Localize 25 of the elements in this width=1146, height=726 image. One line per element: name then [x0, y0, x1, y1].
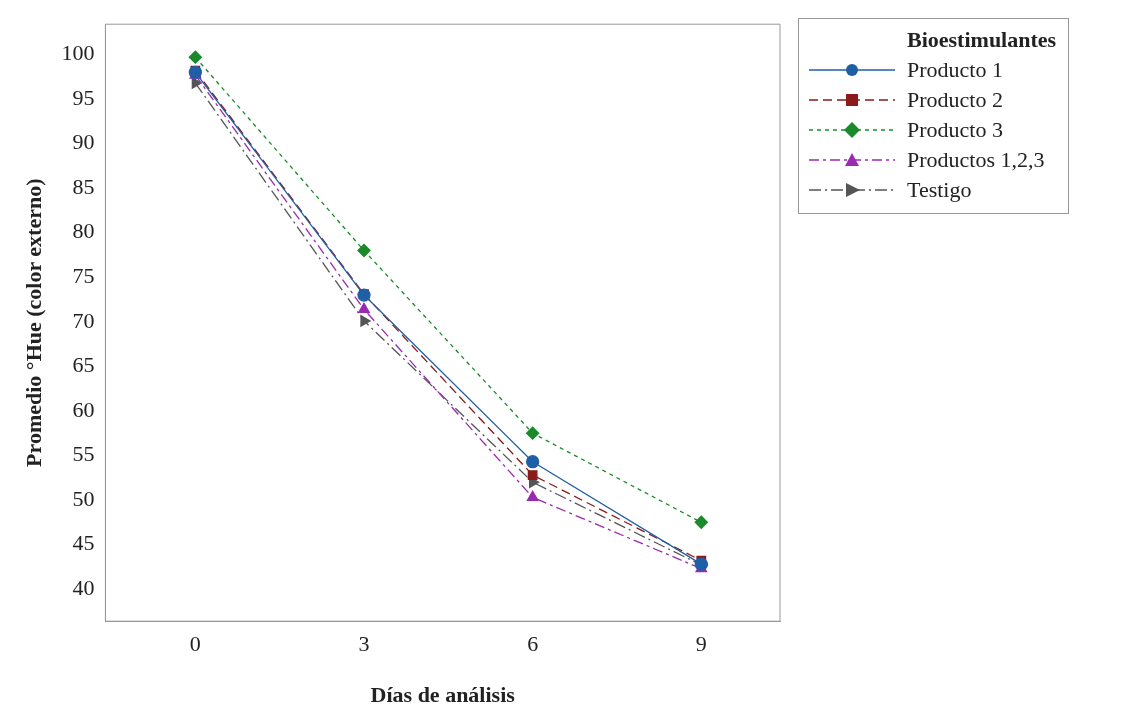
x-tick-label: 0 [189, 631, 201, 657]
y-tick-label: 100 [61, 40, 95, 66]
y-tick-label: 85 [72, 173, 95, 199]
legend-label: Testigo [907, 176, 972, 204]
legend-label: Producto 2 [907, 86, 1003, 114]
y-tick-label: 95 [72, 84, 95, 110]
y-tick-label: 50 [72, 485, 95, 511]
y-tick-label: 75 [72, 263, 95, 289]
legend-label: Producto 1 [907, 56, 1003, 84]
y-tick-label: 80 [72, 218, 95, 244]
y-tick-label: 45 [72, 530, 95, 556]
y-tick-label: 90 [72, 129, 95, 155]
legend-label: Producto 3 [907, 116, 1003, 144]
x-tick-label: 3 [358, 631, 370, 657]
y-tick-label: 60 [72, 396, 95, 422]
y-axis-title: Promedio °Hue (color externo) [20, 178, 46, 467]
x-axis-title: Días de análisis [370, 682, 516, 708]
y-tick-label: 65 [72, 352, 95, 378]
y-tick-label: 40 [72, 574, 95, 600]
y-tick-label: 70 [72, 307, 95, 333]
y-tick-label: 55 [72, 441, 95, 467]
x-tick-label: 9 [695, 631, 707, 657]
legend-title: Bioestimulantes [907, 26, 1057, 54]
legend-label: Productos 1,2,3 [907, 146, 1045, 174]
x-tick-label: 6 [527, 631, 539, 657]
